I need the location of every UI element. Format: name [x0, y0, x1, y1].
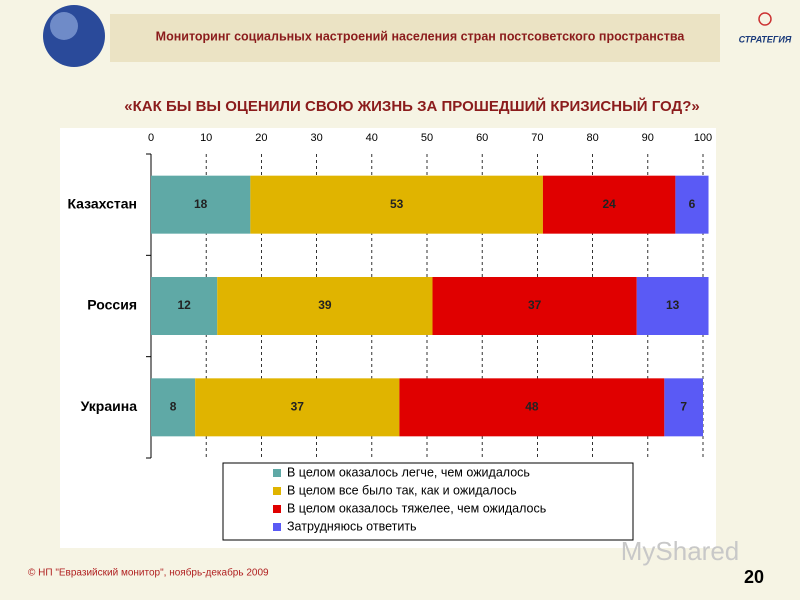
x-tick-label: 100 [694, 132, 712, 144]
legend-swatch [273, 505, 281, 513]
legend-label: В целом оказалось легче, чем ожидалось [287, 465, 530, 479]
legend-label: В целом все было так, как и ожидалось [287, 483, 517, 497]
legend-label: Затрудняюсь ответить [287, 519, 417, 533]
legend [222, 462, 634, 541]
bar-segment [636, 277, 709, 335]
x-tick-label: 20 [255, 132, 267, 144]
header-banner [110, 14, 720, 62]
legend-label: В целом оказалось тяжелее, чем ожидалось [287, 501, 546, 515]
value-label: 53 [390, 197, 404, 211]
x-tick-label: 40 [366, 132, 378, 144]
bar-segment [432, 277, 637, 335]
legend-swatch [273, 523, 281, 531]
value-label: 12 [177, 298, 191, 312]
value-label: 37 [291, 400, 305, 414]
header-title: Мониторинг социальных настроений населен… [156, 29, 686, 43]
x-tick-label: 30 [310, 132, 322, 144]
x-tick-label: 0 [148, 132, 154, 144]
bar-segment [151, 378, 196, 437]
value-label: 8 [170, 400, 177, 414]
bar-segment [217, 277, 433, 335]
x-tick-label: 80 [586, 132, 598, 144]
bar-segment [399, 378, 665, 437]
y-tick-label: Россия [87, 297, 137, 313]
bar-segment [151, 277, 218, 335]
globe-shine [50, 12, 78, 40]
logo-icon [758, 12, 772, 26]
bar-segment [195, 378, 400, 437]
bar-segment [664, 378, 703, 437]
bar-segment [675, 175, 709, 234]
source: © НП "Евразийский монитор", ноябрь-декаб… [28, 567, 269, 579]
value-label: 24 [602, 197, 616, 211]
value-label: 13 [666, 298, 680, 312]
x-tick-label: 90 [642, 132, 654, 144]
watermark: MyShared [621, 536, 740, 566]
y-tick-label: Украина [81, 398, 138, 414]
legend-swatch [273, 469, 281, 477]
bar-segment [542, 175, 676, 234]
x-tick-label: 70 [531, 132, 543, 144]
x-tick-label: 50 [421, 132, 433, 144]
chart-title: «КАК БЫ ВЫ ОЦЕНИЛИ СВОЮ ЖИЗНЬ ЗА ПРОШЕДШ… [124, 97, 699, 115]
bar-segment [151, 175, 251, 234]
value-label: 39 [318, 298, 332, 312]
page-number: 20 [744, 567, 764, 587]
logo: СТРАТЕГИЯ [739, 34, 792, 44]
x-tick-label: 10 [200, 132, 212, 144]
value-label: 48 [525, 400, 539, 414]
bar-segment [250, 175, 543, 234]
y-tick-label: Казахстан [67, 195, 137, 211]
globe [43, 5, 105, 67]
x-tick-label: 60 [476, 132, 488, 144]
value-label: 18 [194, 197, 208, 211]
value-label: 6 [689, 197, 696, 211]
value-label: 37 [528, 298, 542, 312]
value-label: 7 [680, 400, 687, 414]
legend-swatch [273, 487, 281, 495]
